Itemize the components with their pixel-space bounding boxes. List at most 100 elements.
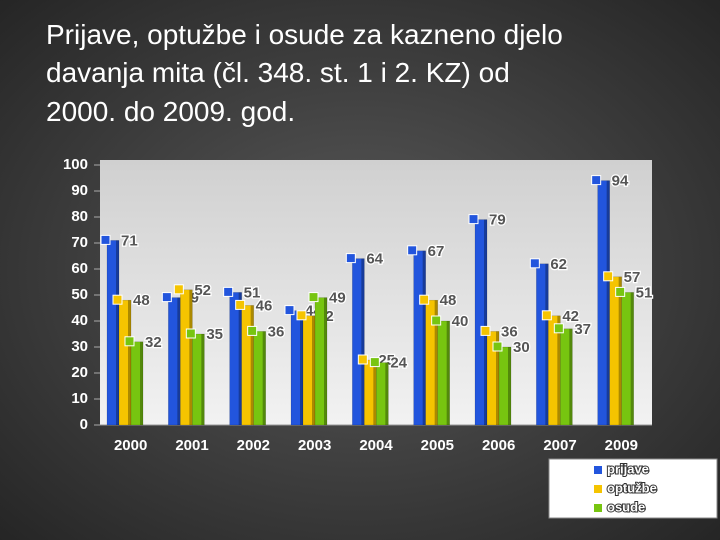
bar-side (140, 341, 143, 425)
bar (621, 292, 634, 426)
bar (352, 258, 365, 426)
value-label: 57 (624, 269, 641, 286)
value-label: 35 (206, 326, 223, 343)
y-tick-label: 0 (80, 416, 88, 433)
bar-side (496, 331, 499, 425)
value-marker (124, 336, 135, 347)
legend-swatch (594, 466, 602, 474)
value-label: 51 (636, 284, 653, 301)
bar (498, 346, 512, 426)
value-marker (419, 294, 430, 305)
value-marker (615, 286, 626, 297)
y-tick-label: 10 (71, 390, 88, 407)
value-label: 32 (145, 334, 162, 351)
value-marker (529, 258, 540, 269)
value-marker (357, 354, 368, 365)
value-label: 24 (390, 355, 407, 372)
bar-side (385, 362, 389, 425)
value-marker (603, 271, 614, 282)
value-label: 94 (612, 173, 629, 190)
bar (437, 320, 450, 426)
title-line: Prijave, optužbe i osude za kazneno djel… (46, 19, 563, 50)
value-label: 36 (268, 323, 285, 340)
bar-side (618, 276, 622, 425)
x-tick-label: 2005 (421, 437, 454, 454)
legend-label: osude (607, 499, 645, 514)
bar-side (557, 315, 561, 425)
value-marker (247, 325, 258, 336)
value-label: 40 (452, 313, 469, 330)
value-marker (492, 341, 503, 352)
y-tick-label: 30 (71, 338, 88, 355)
y-tick-label: 90 (71, 182, 88, 199)
bar-side (312, 315, 315, 425)
value-marker (553, 323, 564, 334)
value-marker (161, 292, 172, 303)
bar-side (508, 347, 511, 425)
value-label: 36 (501, 323, 518, 340)
value-label: 49 (329, 290, 346, 307)
bar-side (569, 328, 573, 425)
x-tick-label: 2000 (114, 437, 147, 454)
value-label: 51 (244, 284, 261, 301)
value-marker (223, 286, 234, 297)
value-label: 30 (513, 339, 530, 356)
bar-side (300, 310, 303, 425)
value-marker (407, 245, 418, 256)
bar-side (446, 321, 450, 425)
legend-swatch (594, 504, 602, 512)
x-tick-label: 2001 (175, 437, 208, 454)
bar-side (484, 219, 487, 425)
y-tick-label: 50 (71, 286, 88, 303)
bar (130, 341, 144, 426)
y-tick-label: 80 (71, 208, 88, 225)
bar (253, 331, 266, 426)
x-tick-label: 2003 (298, 437, 331, 454)
title-line: davanja mita (čl. 348. st. 1 i 2. KZ) od (46, 57, 510, 88)
value-label: 79 (489, 212, 506, 229)
value-label: 71 (121, 232, 138, 249)
value-label: 64 (366, 251, 383, 268)
bar (314, 297, 328, 426)
value-label: 46 (256, 297, 273, 314)
bar-side (201, 334, 205, 425)
value-marker (591, 175, 602, 186)
x-tick-label: 2009 (605, 437, 638, 454)
bar-side (606, 180, 610, 425)
value-marker (173, 284, 184, 295)
bar-side (422, 250, 426, 425)
bar-side (434, 300, 438, 425)
x-tick-label: 2002 (237, 437, 270, 454)
bar (192, 333, 205, 426)
value-marker (112, 294, 123, 305)
value-marker (369, 357, 380, 368)
bar (376, 362, 389, 426)
y-tick-label: 60 (71, 260, 88, 277)
bar (474, 219, 488, 426)
y-tick-label: 20 (71, 364, 88, 381)
bar-side (361, 258, 365, 425)
legend-label: optužbe (607, 480, 657, 495)
value-marker (235, 299, 246, 310)
value-label: 48 (440, 292, 457, 309)
bar-side (177, 297, 181, 425)
bar-side (324, 297, 327, 425)
value-label: 37 (574, 321, 591, 338)
bar-side (262, 331, 266, 425)
bar (560, 328, 573, 426)
value-marker (296, 310, 307, 321)
y-tick-label: 40 (71, 312, 88, 329)
value-marker (431, 315, 442, 326)
bar-side (128, 300, 131, 425)
value-marker (308, 292, 319, 303)
legend-swatch (594, 485, 602, 493)
bar-side (630, 292, 634, 425)
value-label: 67 (428, 243, 445, 260)
value-marker (185, 328, 196, 339)
legend-box (548, 458, 718, 519)
value-marker (284, 305, 295, 316)
x-tick-label: 2004 (359, 437, 393, 454)
x-tick-label: 2007 (543, 437, 576, 454)
value-marker (480, 325, 491, 336)
